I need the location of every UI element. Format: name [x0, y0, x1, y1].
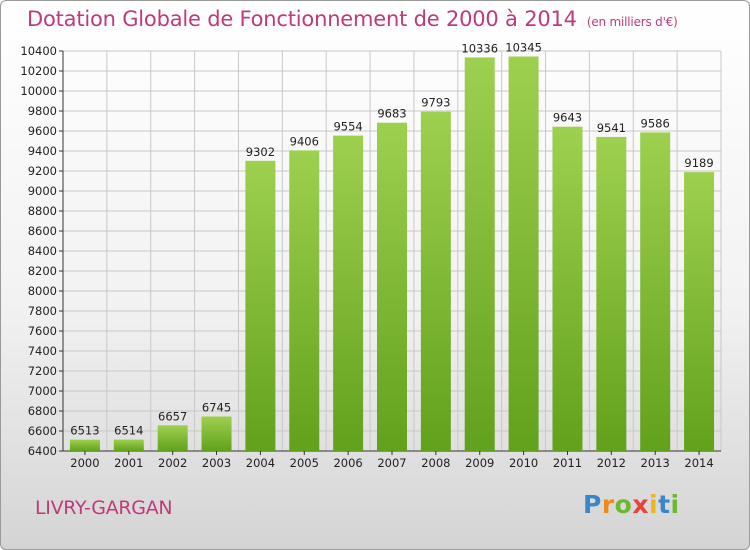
logo-letter: x	[632, 490, 649, 519]
y-tick-label: 7600	[28, 324, 57, 338]
y-tick-label: 6400	[28, 444, 57, 458]
chart-title: Dotation Globale de Fonctionnement de 20…	[27, 7, 678, 31]
place-name: LIVRY-GARGAN	[35, 497, 173, 519]
value-label: 6513	[70, 424, 99, 438]
bar-2006	[333, 135, 364, 451]
x-tick-label: 2014	[684, 456, 713, 470]
x-tick-label: 2005	[290, 456, 319, 470]
chart-unit-label: (en milliers d'€)	[586, 15, 678, 29]
value-label: 9683	[377, 107, 406, 121]
y-tick-label: 10400	[20, 44, 57, 58]
y-tick-label: 8400	[28, 244, 57, 258]
value-label: 6657	[158, 409, 187, 423]
x-tick-label: 2008	[421, 456, 450, 470]
labels: 6400 6600 6800 7000 7200 7400 7600 7800 8000 8200…	[20, 41, 713, 471]
value-label: 9302	[246, 145, 275, 159]
y-tick-label: 7200	[28, 364, 57, 378]
bar-2001	[113, 439, 144, 451]
value-label: 9541	[597, 121, 626, 135]
bar-2009	[464, 57, 495, 452]
value-label: 10345	[505, 41, 542, 55]
x-tick-label: 2011	[553, 456, 582, 470]
value-label: 9189	[684, 156, 713, 170]
bar-2002	[157, 425, 188, 451]
x-tick-label: 2013	[641, 456, 670, 470]
bar-2005	[289, 150, 320, 451]
bars	[69, 56, 715, 452]
x-tick-label: 2000	[70, 456, 99, 470]
y-tick-label: 8000	[28, 284, 57, 298]
bar-2000	[69, 439, 100, 451]
y-tick-label: 7400	[28, 344, 57, 358]
logo-letter: P	[583, 490, 602, 519]
proxiti-logo[interactable]: Proxiti	[583, 490, 680, 519]
logo-letter: o	[614, 490, 633, 519]
y-tick-label: 8200	[28, 264, 57, 278]
y-tick-label: 9400	[28, 144, 57, 158]
value-label: 10336	[461, 41, 498, 55]
y-tick-label: 9600	[28, 124, 57, 138]
value-label: 9406	[290, 134, 319, 148]
y-tick-label: 9200	[28, 164, 57, 178]
x-tick-label: 2012	[597, 456, 626, 470]
bar-2003	[201, 416, 232, 451]
x-tick-label: 2002	[158, 456, 187, 470]
x-tick-label: 2006	[333, 456, 362, 470]
bar-2008	[420, 111, 451, 451]
bar-2010	[508, 56, 539, 451]
y-tick-label: 10200	[20, 64, 57, 78]
y-tick-label: 6800	[28, 404, 57, 418]
y-tick-label: 9000	[28, 184, 57, 198]
bar-2011	[552, 126, 583, 451]
y-tick-label: 7800	[28, 304, 57, 318]
bar-2012	[596, 136, 627, 451]
x-tick-label: 2009	[465, 456, 494, 470]
logo-letter: i	[670, 490, 680, 519]
logo-letter: r	[601, 490, 615, 519]
value-label: 6514	[114, 424, 143, 438]
bar-2014	[684, 172, 715, 451]
x-tick-label: 2004	[246, 456, 275, 470]
value-label: 6745	[202, 401, 231, 415]
logo-letter: t	[658, 490, 671, 519]
x-tick-label: 2001	[114, 456, 143, 470]
y-tick-label: 8600	[28, 224, 57, 238]
y-tick-label: 6600	[28, 424, 57, 438]
chart-title-text: Dotation Globale de Fonctionnement de 20…	[27, 7, 577, 31]
bar-2007	[377, 122, 407, 451]
x-tick-label: 2003	[202, 456, 231, 470]
value-label: 9643	[553, 111, 582, 125]
y-tick-label: 7000	[28, 384, 57, 398]
value-label: 9586	[641, 116, 670, 130]
value-label: 9554	[333, 120, 362, 134]
y-tick-label: 10000	[20, 84, 57, 98]
x-tick-label: 2007	[377, 456, 406, 470]
x-tick-label: 2010	[509, 456, 538, 470]
y-tick-label: 9800	[28, 104, 57, 118]
y-tick-label: 8800	[28, 204, 57, 218]
logo-letter: i	[649, 490, 659, 519]
value-label: 9793	[421, 96, 450, 110]
bar-2004	[245, 160, 276, 452]
bar-2013	[640, 132, 671, 451]
